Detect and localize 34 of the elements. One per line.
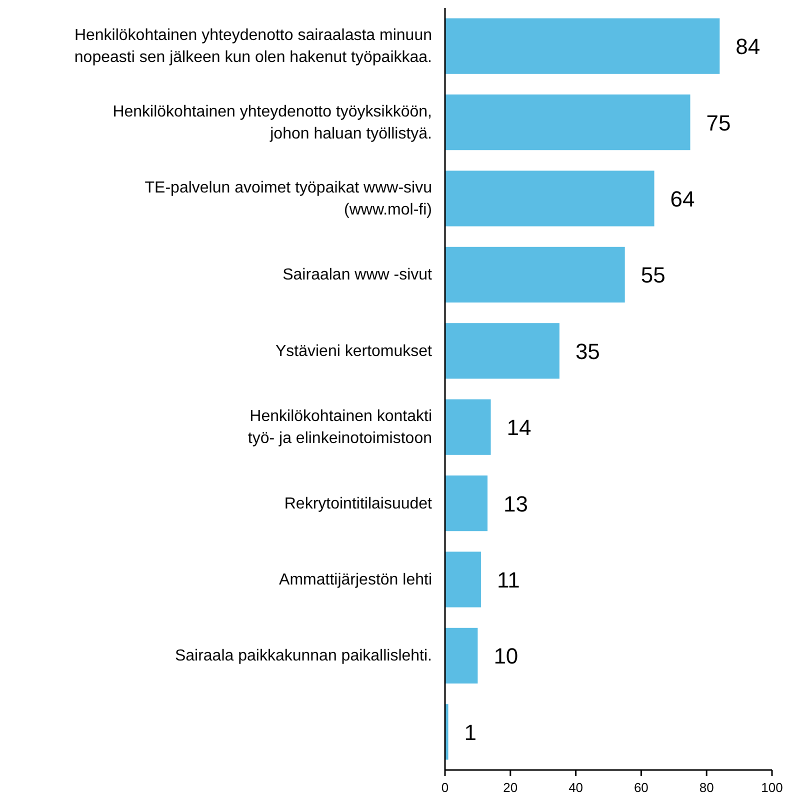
x-tick-label: 20: [503, 780, 518, 795]
data-label: 64: [670, 186, 695, 212]
data-label: 13: [504, 491, 528, 516]
bar: [445, 399, 491, 455]
bar: [445, 170, 654, 226]
data-label: 35: [575, 338, 600, 364]
y-tick-label: TE-palvelun avoimet työpaikat www-sivu (www.mol-fi): [144, 180, 432, 218]
bar: [445, 552, 481, 608]
y-tick-label: Henkilökohtainen yhteydenotto työyksikköön, johon haluan työllistyä.: [112, 103, 432, 142]
bar: [445, 475, 488, 532]
y-tick-label: Henkilökohtainen yhteydenotto sairaalasta minuun nopeasti sen jälkeen kun olen hakenut työpaikkaa.: [74, 27, 432, 66]
data-label: 55: [640, 262, 666, 288]
y-tick-label: Rekrytointitilaisuudet: [284, 495, 433, 512]
data-label: 10: [494, 644, 518, 669]
x-tick-label: 80: [699, 780, 714, 795]
x-tick-label: 40: [568, 780, 584, 795]
data-label: 84: [736, 34, 760, 60]
bar: [445, 18, 720, 74]
data-label: 14: [506, 415, 532, 440]
x-tick-label: 0: [441, 780, 449, 795]
y-tick-label: Henkilökohtainen kontakti työ- ja elinkeinotoimistoon: [248, 408, 432, 448]
y-tick-label: Sairaala paikkakunnan paikallislehti.: [174, 648, 432, 665]
bar: [445, 246, 625, 303]
y-tick-label: Ystävieni kertomukset: [275, 342, 433, 360]
bar: [445, 628, 478, 684]
y-tick-label: Ammattijärjestön lehti: [279, 572, 432, 588]
y-tick-label: Sairaalan www -sivut: [282, 266, 433, 284]
x-tick-label: 100: [761, 780, 783, 795]
data-label: 75: [706, 110, 731, 136]
bar: [445, 323, 560, 379]
data-label: 11: [496, 568, 520, 592]
bar: [445, 94, 690, 150]
x-tick-label: 60: [634, 780, 648, 795]
data-label: 1: [464, 720, 477, 745]
